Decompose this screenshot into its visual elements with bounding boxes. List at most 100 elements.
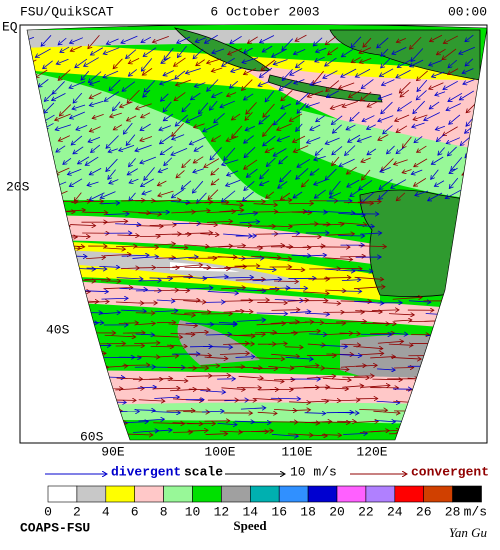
wind-arrow — [332, 146, 343, 154]
wind-arrow — [193, 168, 204, 173]
wind-arrow — [462, 68, 474, 74]
wind-arrow — [191, 92, 201, 100]
wind-arrow — [417, 79, 428, 91]
colorbar: 0 2 4 6 8 10 12 14 16 18 20 22 24 26 28 m/s — [44, 485, 487, 519]
wind-arrow — [195, 37, 207, 42]
wind-arrow — [381, 57, 391, 68]
wind-arrow — [296, 60, 305, 68]
wind-arrow — [304, 367, 325, 368]
wind-arrow — [106, 135, 119, 149]
lat-label: 60S — [80, 429, 104, 444]
wind-arrow — [239, 222, 260, 223]
header-title: FSU/QuikSCAT — [20, 4, 114, 19]
wind-arrow — [414, 158, 428, 167]
wind-arrow — [170, 201, 190, 202]
wind-arrow — [332, 124, 342, 133]
wind-arrow — [431, 169, 439, 180]
wind-arrow — [56, 58, 69, 64]
wind-arrow — [212, 91, 223, 97]
wind-arrow — [431, 156, 444, 164]
wind-arrow — [256, 245, 285, 246]
wind-arrow — [324, 269, 355, 271]
wind-arrow — [101, 298, 129, 299]
wind-arrow — [362, 115, 375, 122]
wind-arrow — [129, 178, 139, 183]
wind-arrow — [343, 202, 374, 203]
wind-arrow — [367, 124, 376, 129]
wind-arrow — [211, 178, 220, 185]
wind-arrow — [134, 343, 160, 344]
wind-arrow — [353, 346, 382, 348]
wind-arrow — [235, 357, 255, 358]
wind-arrow — [361, 157, 371, 162]
wind-arrow — [182, 158, 191, 167]
wind-arrow — [397, 101, 412, 111]
speed-band — [27, 215, 380, 265]
wind-arrow — [448, 59, 458, 68]
wind-arrow — [90, 80, 101, 85]
wind-arrow — [326, 234, 354, 235]
wind-arrow — [244, 135, 254, 144]
colorbar-cell — [134, 485, 164, 503]
wind-arrow — [200, 234, 219, 235]
wind-arrow — [234, 334, 265, 335]
wind-arrow — [371, 310, 399, 311]
wind-arrow — [194, 123, 205, 128]
wind-arrow — [310, 124, 321, 130]
wind-arrow — [304, 421, 332, 422]
wind-arrow — [330, 180, 341, 194]
wind-arrow — [322, 378, 351, 380]
wind-arrow — [321, 422, 350, 423]
wind-arrow — [240, 408, 266, 409]
wind-arrow — [412, 122, 425, 127]
wind-arrow — [134, 410, 155, 411]
wind-arrow — [346, 166, 357, 174]
wind-arrow — [103, 47, 120, 54]
wind-arrow — [449, 167, 458, 173]
wind-arrow — [273, 59, 288, 64]
wind-arrow — [43, 60, 53, 69]
wind-arrow — [342, 386, 363, 388]
wind-arrow — [321, 434, 342, 435]
wind-arrow — [118, 323, 139, 324]
wind-arrow — [149, 225, 177, 226]
wind-arrow — [304, 322, 324, 323]
wind-arrow — [132, 257, 159, 259]
wind-arrow — [272, 48, 288, 57]
wind-arrow — [443, 126, 458, 136]
wind-arrow — [414, 136, 423, 142]
wind-arrow — [204, 357, 228, 359]
wind-arrow — [117, 235, 139, 236]
wind-arrow — [257, 289, 279, 290]
wind-arrow — [438, 147, 445, 155]
wind-arrow — [275, 211, 307, 212]
wind-arrow — [359, 180, 373, 189]
wind-arrow — [324, 277, 351, 278]
wind-arrow — [214, 113, 225, 123]
wind-arrow — [306, 376, 336, 378]
wind-arrow — [192, 180, 204, 193]
wind-arrow — [143, 47, 157, 57]
wind-arrow — [293, 48, 306, 54]
wind-arrow — [361, 79, 374, 88]
wind-arrow — [381, 79, 395, 86]
wind-arrow — [72, 104, 86, 109]
wind-arrow — [121, 310, 146, 311]
wind-arrow — [104, 335, 136, 337]
wind-arrow — [142, 190, 152, 195]
wind-arrow — [388, 314, 414, 315]
wind-arrow — [184, 245, 209, 247]
wind-arrow — [263, 103, 275, 117]
wind-arrow — [266, 191, 275, 198]
map-outline — [26, 24, 488, 441]
wind-arrow — [271, 354, 299, 356]
wind-arrow — [396, 146, 405, 153]
wind-arrow — [128, 69, 137, 76]
colorbar-label: 16 — [271, 504, 287, 519]
footer-right: Yan Gu — [449, 525, 488, 540]
wind-arrow — [315, 148, 323, 155]
wind-arrow — [271, 233, 300, 234]
colorbar-title: Speed — [233, 518, 267, 533]
colorbar-label: 8 — [160, 504, 168, 519]
wind-arrow — [295, 34, 307, 41]
